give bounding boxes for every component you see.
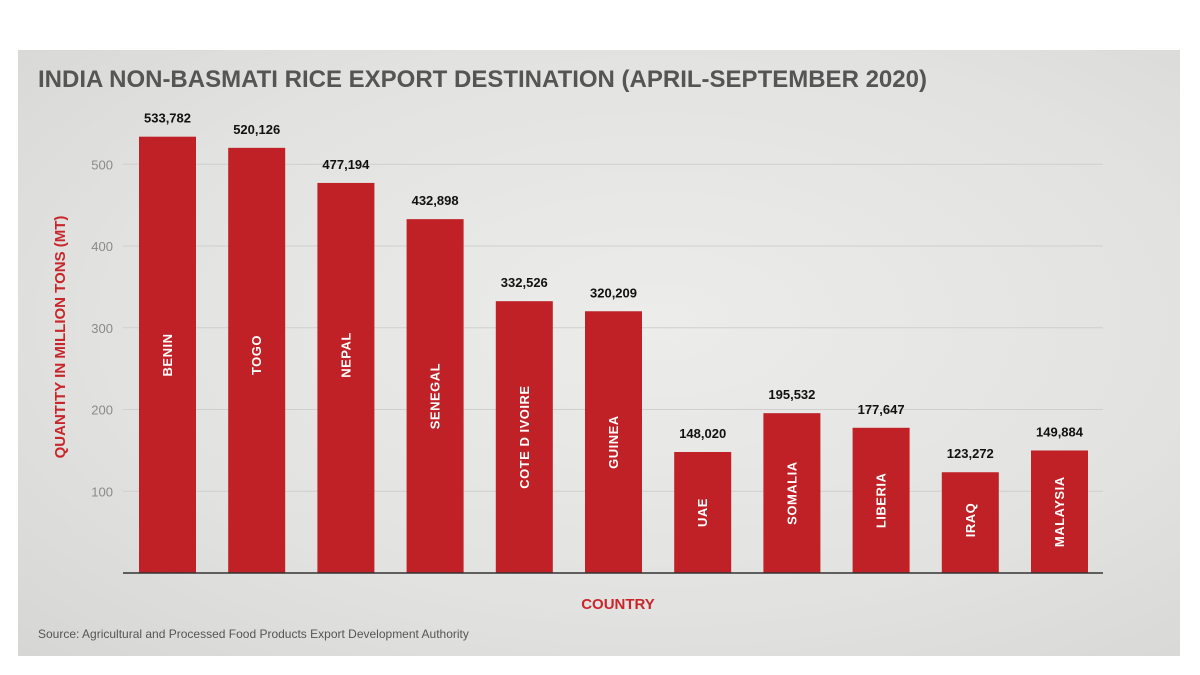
y-tick-label: 500 — [91, 157, 113, 172]
category-label: UAE — [695, 498, 710, 527]
data-label: 520,126 — [233, 122, 280, 137]
bar — [674, 452, 732, 573]
data-label: 432,898 — [412, 193, 459, 208]
y-tick-label: 100 — [91, 484, 113, 499]
category-label: LIBERIA — [874, 473, 889, 529]
bar — [585, 311, 642, 573]
bar — [139, 136, 196, 573]
chart-title: INDIA NON-BASMATI RICE EXPORT DESTINATIO… — [38, 66, 927, 93]
data-label: 477,194 — [322, 157, 370, 172]
data-label: 123,272 — [947, 446, 994, 461]
bar — [406, 219, 464, 573]
category-label: MALAYSIA — [1052, 476, 1067, 547]
data-label: 320,209 — [590, 285, 637, 300]
data-label: 332,526 — [501, 275, 548, 290]
category-label: GUINEA — [606, 415, 621, 469]
category-label: IRAQ — [963, 503, 978, 538]
category-label: TOGO — [249, 335, 264, 375]
bar — [317, 182, 375, 573]
bar — [763, 413, 821, 573]
data-label: 177,647 — [858, 402, 905, 417]
bars: 533,782 BENIN 520,126 TOGO 477,194 NEPAL 432,8… — [139, 111, 1088, 573]
chart-panel: INDIA NON-BASMATI RICE EXPORT DESTINATIO… — [18, 50, 1180, 656]
bar — [228, 147, 286, 573]
data-label: 148,020 — [679, 426, 726, 441]
y-tick-label: 400 — [91, 239, 113, 254]
data-label: 149,884 — [1036, 424, 1084, 439]
data-label: 195,532 — [768, 387, 815, 402]
x-axis-title: COUNTRY — [581, 596, 655, 613]
y-axis-title: QUANTITY IN MILLION TONS (MT) — [52, 216, 69, 459]
category-label: SOMALIA — [784, 461, 799, 525]
bar — [941, 472, 999, 573]
y-tick-label: 200 — [91, 403, 113, 418]
source-note: Source: Agricultural and Processed Food … — [38, 627, 469, 641]
bar — [1031, 450, 1088, 573]
category-label: BENIN — [160, 334, 175, 377]
category-label: SENEGAL — [428, 363, 443, 429]
category-label: COTE D IVOIRE — [517, 385, 532, 488]
bar-chart: INDIA NON-BASMATI RICE EXPORT DESTINATIO… — [38, 66, 1103, 641]
bar — [495, 301, 553, 573]
y-axis-ticks: 100 200 300 400 500 — [91, 157, 113, 499]
y-tick-label: 300 — [91, 321, 113, 336]
data-label: 533,782 — [144, 111, 191, 126]
category-label: NEPAL — [338, 332, 353, 378]
bar — [852, 427, 910, 573]
